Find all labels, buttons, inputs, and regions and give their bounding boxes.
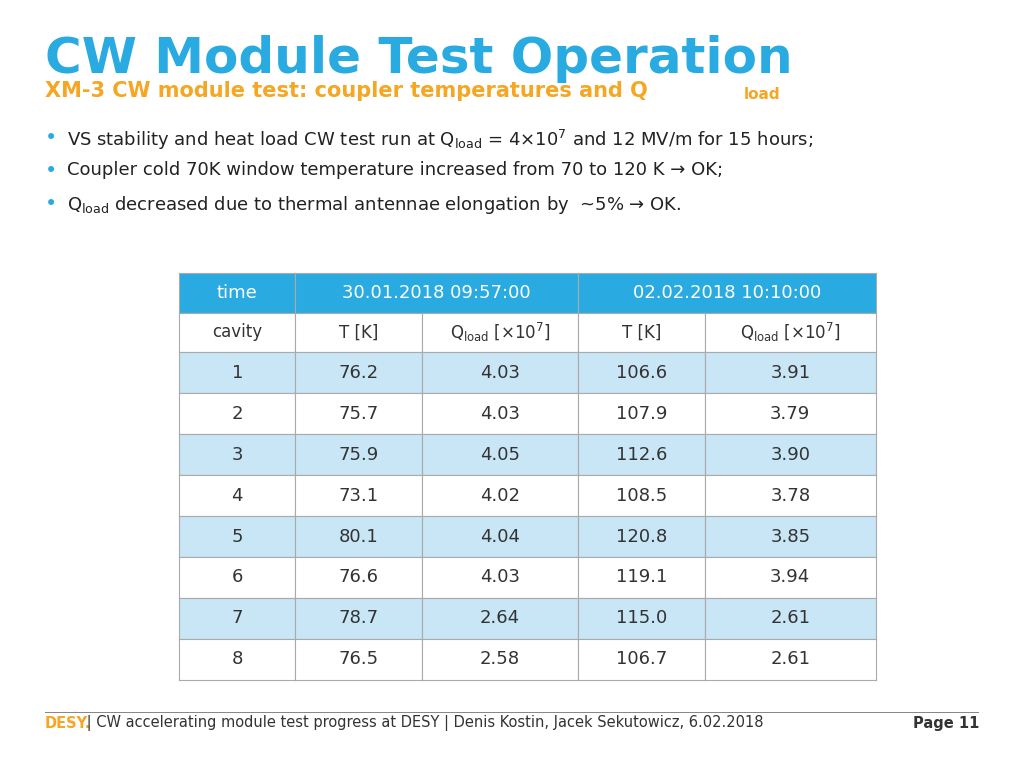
Text: DESY.: DESY. — [45, 716, 91, 731]
Text: VS stability and heat load CW test run at Q$_{\mathregular{load}}$ = 4×10$^7$ an: VS stability and heat load CW test run a… — [67, 128, 813, 152]
Text: 78.7: 78.7 — [339, 609, 379, 627]
Text: 2.61: 2.61 — [770, 609, 810, 627]
Text: 4.04: 4.04 — [480, 528, 520, 545]
Text: 76.6: 76.6 — [339, 568, 379, 587]
Text: 76.5: 76.5 — [339, 650, 379, 668]
Text: 106.7: 106.7 — [616, 650, 668, 668]
Text: 119.1: 119.1 — [615, 568, 668, 587]
Text: Q$_\mathregular{load}$ [×10$^7$]: Q$_\mathregular{load}$ [×10$^7$] — [740, 321, 841, 344]
Text: 2: 2 — [231, 405, 243, 422]
Text: 2.61: 2.61 — [770, 650, 810, 668]
Text: 4.03: 4.03 — [480, 364, 520, 382]
Text: 4.03: 4.03 — [480, 568, 520, 587]
Text: 75.9: 75.9 — [339, 445, 379, 464]
Text: 106.6: 106.6 — [616, 364, 668, 382]
Text: 120.8: 120.8 — [616, 528, 668, 545]
Text: 8: 8 — [231, 650, 243, 668]
Text: 4.03: 4.03 — [480, 405, 520, 422]
Text: 7: 7 — [231, 609, 243, 627]
Text: 02.02.2018 10:10:00: 02.02.2018 10:10:00 — [633, 283, 821, 302]
Text: 76.2: 76.2 — [339, 364, 379, 382]
Text: •: • — [45, 128, 57, 148]
Text: 2.64: 2.64 — [480, 609, 520, 627]
Text: XM-3 CW module test: coupler temperatures and Q: XM-3 CW module test: coupler temperature… — [45, 81, 648, 101]
Text: 3.94: 3.94 — [770, 568, 810, 587]
Text: 4: 4 — [231, 487, 243, 505]
Text: 6: 6 — [231, 568, 243, 587]
Text: T [K]: T [K] — [622, 323, 662, 342]
Text: cavity: cavity — [212, 323, 262, 342]
Text: | CW accelerating module test progress at DESY | Denis Kostin, Jacek Sekutowicz,: | CW accelerating module test progress a… — [82, 716, 764, 731]
Text: Coupler cold 70K window temperature increased from 70 to 120 K → OK;: Coupler cold 70K window temperature incr… — [67, 161, 723, 179]
Text: 3.85: 3.85 — [770, 528, 810, 545]
Text: 4.02: 4.02 — [480, 487, 520, 505]
Text: load: load — [743, 87, 780, 102]
Text: 108.5: 108.5 — [616, 487, 668, 505]
Text: 3: 3 — [231, 445, 243, 464]
Text: •: • — [45, 161, 57, 181]
Text: 2.58: 2.58 — [480, 650, 520, 668]
Text: 4.05: 4.05 — [480, 445, 520, 464]
Text: 3.91: 3.91 — [770, 364, 810, 382]
Text: Q$_\mathregular{load}$ [×10$^7$]: Q$_\mathregular{load}$ [×10$^7$] — [450, 321, 551, 344]
Text: T [K]: T [K] — [339, 323, 379, 342]
Text: 75.7: 75.7 — [339, 405, 379, 422]
Text: 30.01.2018 09:57:00: 30.01.2018 09:57:00 — [342, 283, 531, 302]
Text: 115.0: 115.0 — [616, 609, 668, 627]
Text: 80.1: 80.1 — [339, 528, 379, 545]
Text: Q$_{\mathregular{load}}$ decreased due to thermal antennae elongation by  ~5% → : Q$_{\mathregular{load}}$ decreased due t… — [67, 194, 681, 216]
Text: 3.79: 3.79 — [770, 405, 810, 422]
Text: 73.1: 73.1 — [339, 487, 379, 505]
Text: •: • — [45, 194, 57, 214]
Text: 107.9: 107.9 — [615, 405, 668, 422]
Text: 5: 5 — [231, 528, 243, 545]
Text: 3.78: 3.78 — [770, 487, 810, 505]
Text: Page 11: Page 11 — [912, 716, 979, 731]
Text: time: time — [217, 283, 258, 302]
Text: 3.90: 3.90 — [770, 445, 810, 464]
Text: 112.6: 112.6 — [615, 445, 668, 464]
Text: CW Module Test Operation: CW Module Test Operation — [45, 35, 793, 83]
Text: 1: 1 — [231, 364, 243, 382]
